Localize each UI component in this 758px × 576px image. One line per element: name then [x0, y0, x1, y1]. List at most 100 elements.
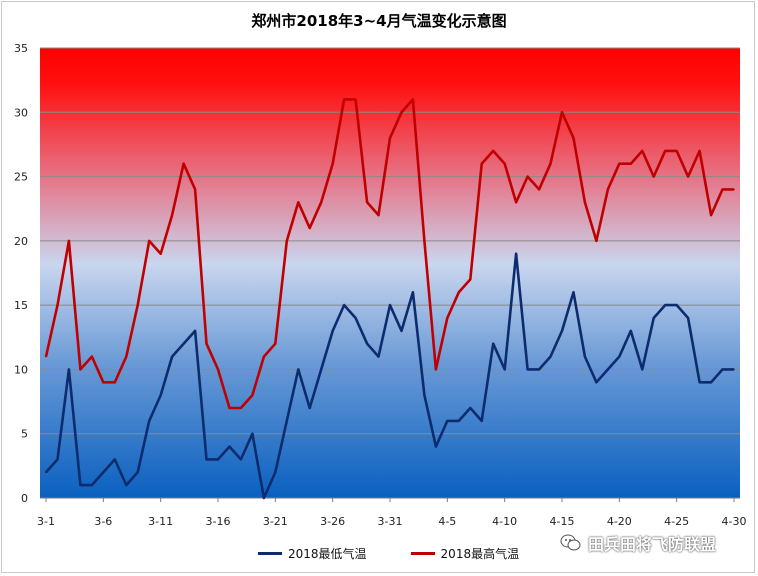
high-point: [240, 407, 242, 409]
x-tick-label: 3-6: [94, 515, 112, 528]
high-point: [710, 214, 712, 216]
high-point: [377, 214, 380, 216]
high-point: [595, 240, 598, 242]
low-point: [194, 330, 196, 332]
low-point: [286, 420, 288, 422]
low-point: [664, 304, 666, 306]
x-tick-label: 3-31: [378, 515, 403, 528]
low-point: [698, 381, 701, 384]
y-tick-label: 15: [14, 299, 28, 312]
high-point: [503, 162, 506, 165]
low-point: [480, 420, 483, 422]
low-point: [274, 471, 277, 474]
low-point: [446, 420, 449, 422]
y-tick-label: 20: [14, 235, 28, 248]
high-point: [217, 368, 219, 371]
x-tick-label: 3-11: [148, 515, 173, 528]
legend-item-low: 2018最低气温: [258, 545, 367, 562]
x-tick-label: 4-15: [550, 515, 575, 528]
high-point: [56, 304, 59, 306]
high-point: [354, 98, 357, 101]
legend-swatch-high: [410, 551, 435, 555]
high-point: [652, 175, 655, 178]
high-point: [607, 188, 609, 191]
high-point: [675, 150, 678, 152]
y-tick-label: 35: [14, 42, 28, 55]
high-point: [114, 381, 116, 384]
high-point: [458, 291, 460, 294]
low-point: [79, 484, 82, 486]
low-point: [458, 420, 460, 422]
high-point: [469, 278, 472, 281]
legend-item-high: 2018最高气温: [410, 545, 520, 562]
low-point: [675, 304, 678, 306]
high-point: [435, 368, 437, 371]
low-point: [641, 368, 644, 371]
high-point: [584, 201, 586, 204]
low-point: [630, 330, 632, 332]
low-point: [595, 381, 598, 384]
legend: 2018最低气温 2018最高气温: [258, 543, 519, 563]
x-tick-label: 4-20: [607, 515, 632, 528]
low-point: [549, 355, 552, 358]
high-point: [320, 201, 323, 204]
high-point: [733, 188, 735, 191]
high-point: [561, 111, 563, 114]
low-point: [148, 420, 150, 422]
high-point: [538, 188, 540, 191]
low-point: [114, 458, 116, 461]
low-point: [91, 484, 93, 486]
low-point: [331, 330, 334, 332]
x-tick-label: 3-26: [320, 515, 345, 528]
low-point: [607, 368, 609, 371]
high-point: [159, 252, 162, 255]
high-point: [526, 175, 529, 178]
x-tick-label: 4-25: [664, 515, 689, 528]
low-point: [68, 368, 70, 371]
low-point: [687, 317, 689, 319]
low-point: [400, 330, 403, 332]
high-point: [641, 150, 644, 152]
low-point: [435, 445, 437, 448]
high-point: [45, 355, 47, 358]
high-point: [251, 394, 254, 396]
high-point: [91, 355, 93, 358]
low-point: [515, 252, 517, 255]
series-lines: [44, 98, 735, 500]
high-point: [480, 162, 483, 165]
low-point: [240, 458, 242, 461]
high-point: [102, 381, 105, 384]
low-point: [652, 317, 655, 319]
high-point: [148, 240, 150, 242]
high-point: [79, 368, 82, 371]
high-point: [698, 150, 701, 152]
low-point: [251, 432, 254, 435]
high-point: [136, 304, 139, 306]
low-point: [618, 355, 621, 358]
low-point: [136, 471, 139, 474]
high-point: [182, 162, 185, 165]
high-point: [721, 188, 724, 191]
high-point: [664, 150, 666, 152]
watermark-text: 田兵田将飞防联盟: [588, 535, 717, 554]
x-tick-label: 4-10: [492, 515, 517, 528]
high-point: [630, 162, 632, 165]
x-tick-label: 4-30: [722, 515, 747, 528]
low-point: [710, 381, 712, 384]
high-point: [572, 137, 575, 139]
low-point: [159, 394, 162, 396]
legend-label-high: 2018最高气温: [440, 546, 520, 561]
high-point: [618, 162, 621, 165]
high-point: [343, 98, 345, 101]
high-point: [446, 317, 449, 319]
y-tick-label: 10: [14, 363, 28, 376]
legend-label-low: 2018最低气温: [288, 546, 367, 561]
high-point: [274, 342, 277, 345]
chart-title: 郑州市2018年3~4月气温变化示意图: [251, 12, 507, 30]
low-point: [538, 368, 540, 371]
high-point: [125, 355, 128, 358]
wechat-icon: [560, 534, 581, 551]
x-tick-label: 3-21: [263, 515, 288, 528]
